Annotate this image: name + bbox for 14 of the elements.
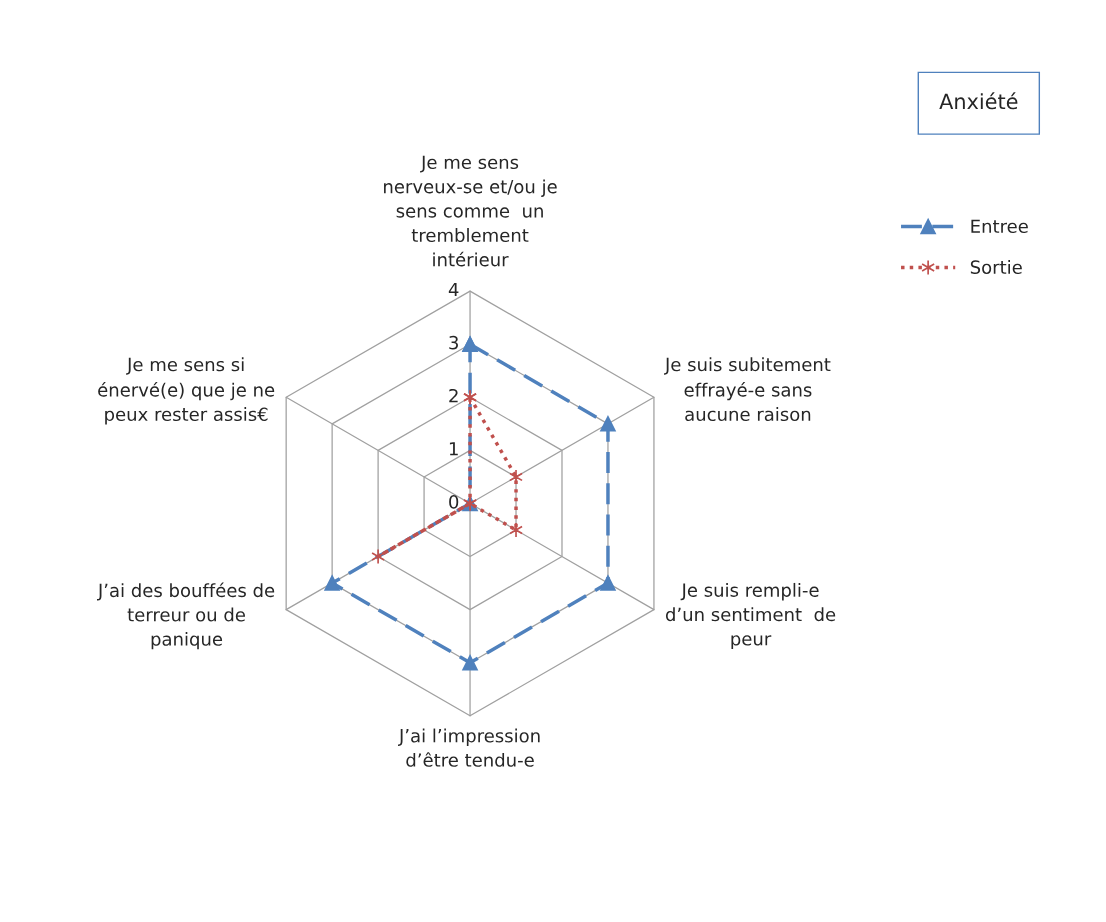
legend-label: Entree	[971, 219, 1028, 234]
spoke-label: J’ai l’impression d’être tendu-e	[398, 728, 540, 767]
spoke-label: Je suis rempli-e d’un sentiment de peur	[665, 582, 836, 650]
y-tick-label: 2	[449, 388, 458, 403]
spoke-label: Je me sens si énervé(e) que je ne peux rester assis€	[98, 357, 275, 425]
y-tick-label: 1	[449, 442, 458, 456]
spoke-label: Je me sens nerveux-se et/ou je sens comme un tremblement intérieur	[384, 155, 557, 267]
chart-title: Anxiété	[939, 92, 1018, 110]
legend-label: Sortie	[970, 260, 1022, 275]
spoke-label: J’ai des bouffées de terreur ou de panique	[96, 582, 275, 650]
y-tick-label: 3	[449, 335, 458, 350]
y-tick-label: 0	[449, 495, 459, 509]
spoke-label: Je suis subitement effrayé-e sans aucune raison	[664, 357, 831, 422]
y-tick-label: 4	[448, 282, 459, 297]
